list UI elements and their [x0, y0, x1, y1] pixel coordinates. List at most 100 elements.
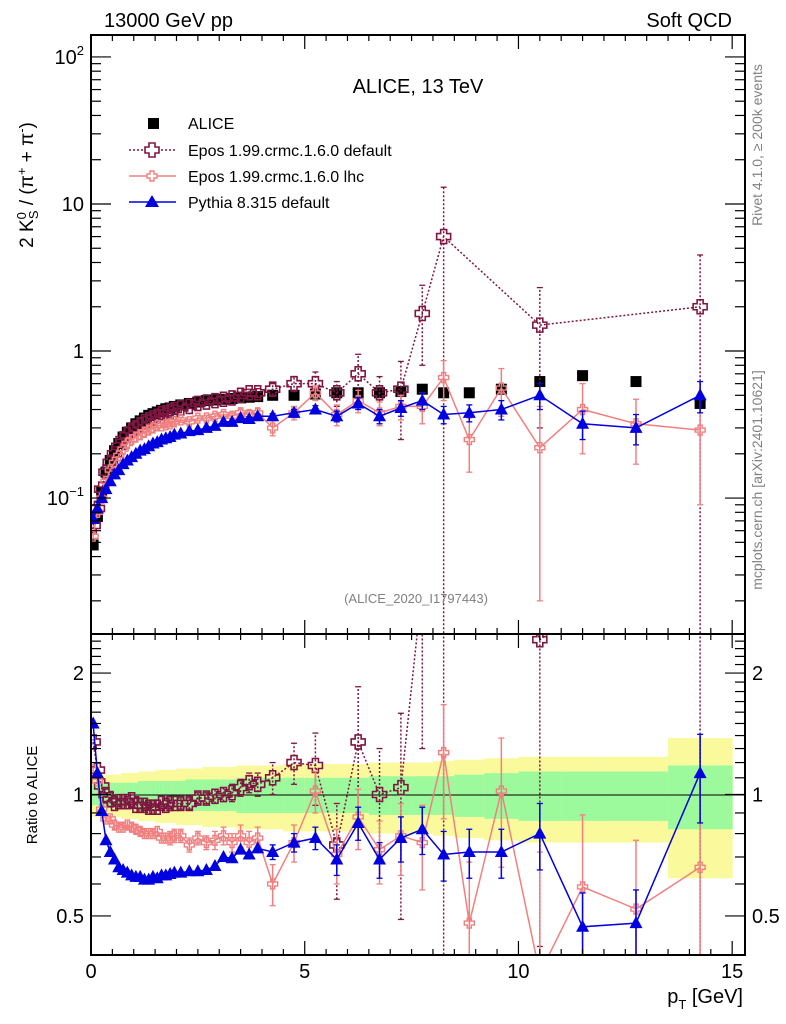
legend-entry-pythia: Pythia 8.315 default: [129, 195, 330, 212]
data-point: [164, 418, 176, 430]
data-point: [175, 830, 187, 842]
data-point: [495, 785, 508, 797]
analysis-id-label: (ALICE_2020_I1797443): [344, 591, 488, 606]
data-point: [91, 539, 99, 551]
data-point: [692, 298, 708, 315]
data-point: [629, 420, 643, 433]
data-point: [630, 376, 642, 388]
data-point: [91, 766, 104, 779]
data-point: [215, 391, 232, 408]
data-point: [286, 375, 302, 392]
data-point: [532, 317, 548, 333]
data-point: [351, 396, 365, 409]
data-point: [172, 400, 189, 416]
legend-label-alice: ALICE: [188, 116, 234, 133]
inner-band-segment: [561, 771, 605, 821]
main-series-alice: [91, 370, 706, 551]
data-point: [109, 445, 121, 457]
data-point: [266, 878, 279, 890]
data-point: [136, 797, 153, 814]
data-point: [437, 847, 451, 860]
data-point: [463, 433, 475, 446]
data-point: [123, 792, 140, 808]
data-point: [576, 416, 590, 429]
data-point: [307, 757, 324, 774]
data-point: [155, 420, 168, 432]
data-point: [226, 836, 238, 849]
ratio-y-tick-label-left: 2: [73, 663, 84, 685]
data-point: [99, 833, 113, 846]
data-point: [242, 847, 256, 860]
data-point: [226, 393, 238, 405]
data-point: [266, 422, 279, 434]
data-point: [217, 414, 231, 427]
legend: ALICE Epos 1.99.crmc.1.6.0 default Epos …: [129, 116, 392, 212]
data-point: [158, 797, 174, 814]
data-point: [108, 852, 122, 865]
data-point: [535, 968, 545, 978]
data-point: [249, 776, 266, 793]
data-point: [200, 395, 212, 407]
data-point: [153, 405, 170, 422]
data-point: [393, 381, 409, 398]
x-axis-label: pT [GeV]: [667, 986, 743, 1012]
y-tick-label: 10: [62, 194, 84, 216]
data-point: [494, 402, 508, 415]
legend-entry-epos-lhc: Epos 1.99.crmc.1.6.0 lhc: [129, 169, 364, 186]
legend-marker-alice: [148, 118, 159, 129]
data-point: [103, 845, 117, 858]
data-point: [241, 774, 257, 791]
data-point: [463, 917, 475, 929]
ratio-series-epos-1-99-crmc-1-6-0-default: [91, 634, 701, 955]
data-point: [394, 400, 408, 413]
data-point: [117, 821, 129, 833]
header-right-label: Soft QCD: [646, 10, 732, 32]
main-series-layer: [91, 186, 708, 634]
mcplots-label: mcplots.cern.ch [arXiv:2401.10621]: [749, 370, 765, 589]
data-point: [251, 409, 265, 422]
data-point: [183, 397, 195, 409]
data-point: [138, 426, 151, 439]
data-point: [288, 389, 300, 401]
legend-label-epos-default: Epos 1.99.crmc.1.6.0 default: [188, 143, 392, 160]
data-point: [175, 414, 187, 426]
legend-marker-epos-lhc: [146, 170, 158, 182]
data-point: [350, 366, 366, 382]
plot-title: ALICE, 13 TeV: [353, 76, 484, 98]
data-point: [533, 388, 547, 401]
data-point: [209, 834, 221, 846]
data-point: [373, 843, 386, 856]
main-ylabel: 2 K0S / (π+ + π-): [14, 122, 41, 248]
data-point: [190, 395, 206, 412]
inner-band-segment: [390, 776, 413, 815]
x-axis-label-text: pT [GeV]: [667, 986, 743, 1012]
data-point: [437, 371, 450, 384]
ratio-y-tick-label-right: 1: [752, 785, 763, 807]
data-point: [160, 419, 172, 431]
data-point: [207, 788, 223, 805]
data-point: [143, 424, 155, 436]
data-point: [91, 500, 106, 517]
data-point: [308, 402, 322, 415]
data-point: [182, 864, 196, 877]
data-point: [395, 386, 407, 398]
data-point: [264, 381, 281, 398]
data-point: [437, 746, 450, 759]
data-point: [308, 831, 322, 844]
ratio-y-tick-label-right: 2: [752, 663, 763, 685]
ratio-y-tick-label-right: 0.5: [752, 906, 780, 928]
data-point: [576, 881, 589, 893]
data-point: [309, 387, 322, 399]
data-point: [694, 861, 706, 873]
data-point: [106, 795, 123, 812]
inner-band-segment: [411, 776, 434, 815]
data-point: [200, 836, 213, 849]
data-point: [208, 418, 222, 431]
x-tick-label: 15: [721, 961, 743, 983]
data-point: [330, 409, 344, 422]
data-point: [243, 391, 255, 403]
data-point: [373, 409, 387, 422]
data-point: [207, 392, 223, 409]
data-point: [532, 634, 548, 648]
